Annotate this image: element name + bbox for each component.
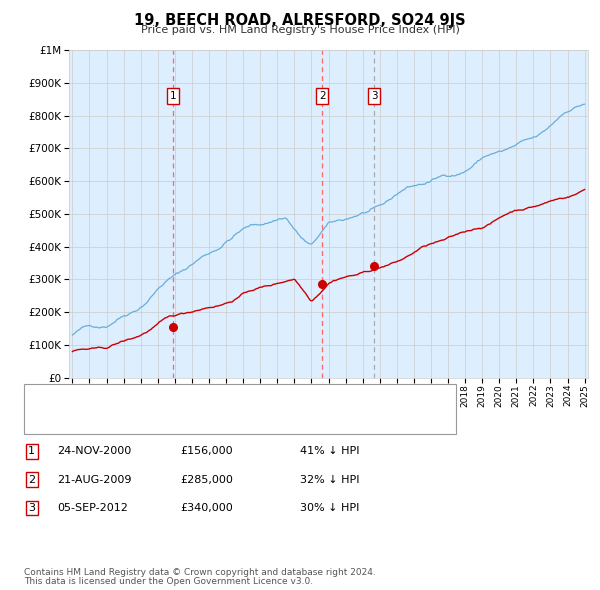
Text: 21-AUG-2009: 21-AUG-2009	[57, 475, 131, 484]
Text: 2: 2	[319, 91, 326, 101]
Text: £285,000: £285,000	[180, 475, 233, 484]
Text: This data is licensed under the Open Government Licence v3.0.: This data is licensed under the Open Gov…	[24, 577, 313, 586]
Text: 30% ↓ HPI: 30% ↓ HPI	[300, 503, 359, 513]
Text: 19, BEECH ROAD, ALRESFORD, SO24 9JS (detached house): 19, BEECH ROAD, ALRESFORD, SO24 9JS (det…	[75, 392, 382, 402]
Text: 1: 1	[170, 91, 176, 101]
Text: Price paid vs. HM Land Registry's House Price Index (HPI): Price paid vs. HM Land Registry's House …	[140, 25, 460, 35]
Text: 41% ↓ HPI: 41% ↓ HPI	[300, 447, 359, 456]
Text: 32% ↓ HPI: 32% ↓ HPI	[300, 475, 359, 484]
Text: £156,000: £156,000	[180, 447, 233, 456]
Text: HPI: Average price, detached house, Winchester: HPI: Average price, detached house, Winc…	[75, 416, 326, 426]
Text: 05-SEP-2012: 05-SEP-2012	[57, 503, 128, 513]
Text: 1: 1	[28, 447, 35, 456]
Text: 3: 3	[28, 503, 35, 513]
Text: Contains HM Land Registry data © Crown copyright and database right 2024.: Contains HM Land Registry data © Crown c…	[24, 568, 376, 577]
Text: 3: 3	[371, 91, 377, 101]
Text: 2: 2	[28, 475, 35, 484]
Text: £340,000: £340,000	[180, 503, 233, 513]
Text: 24-NOV-2000: 24-NOV-2000	[57, 447, 131, 456]
Text: 19, BEECH ROAD, ALRESFORD, SO24 9JS: 19, BEECH ROAD, ALRESFORD, SO24 9JS	[134, 13, 466, 28]
